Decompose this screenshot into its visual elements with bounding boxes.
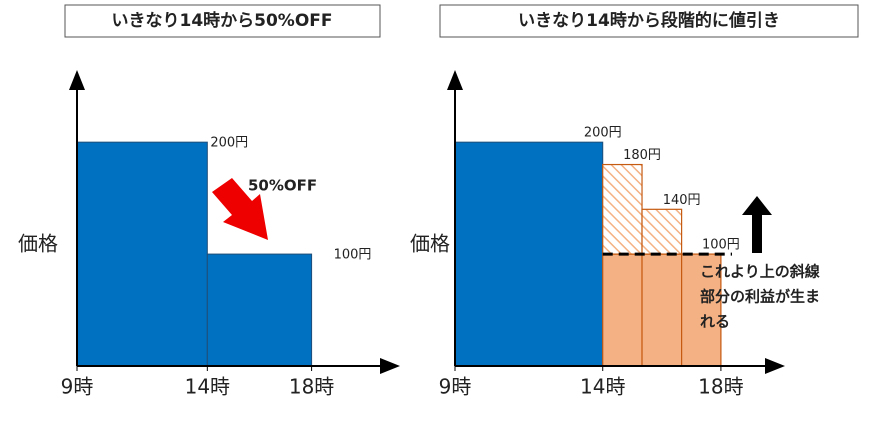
value-label: 200円 [210, 136, 248, 151]
annotation: 部分の利益が生ま [700, 288, 820, 306]
value-label: 100円 [702, 238, 740, 253]
x-tick-label: 18時 [289, 375, 334, 399]
x-tick-label: 14時 [185, 375, 230, 399]
bar [454, 141, 604, 367]
chart-title: いきなり14時から段階的に値引き [518, 10, 780, 31]
x-tick-label: 18時 [698, 375, 743, 399]
bar [602, 253, 643, 367]
annotation: これより上の斜線 [700, 263, 820, 281]
annotation: 50%OFF [248, 177, 317, 195]
value-label: 200円 [584, 126, 622, 141]
x-tick-label: 9時 [61, 375, 94, 399]
x-tick-label: 9時 [439, 375, 472, 399]
y-axis-label: 価格 [410, 232, 450, 256]
up-arrow [742, 196, 772, 253]
title-box [439, 4, 859, 38]
title-box [64, 4, 381, 38]
value-label: 140円 [663, 193, 701, 208]
bar [681, 253, 722, 367]
y-axis-label: 価格 [18, 232, 58, 256]
value-label: 100円 [334, 248, 372, 263]
annotation: れる [700, 313, 730, 331]
bar [76, 141, 208, 367]
hatched-bar [602, 163, 643, 255]
chart-title: いきなり14時から50%OFF [111, 10, 332, 31]
bar [206, 253, 313, 367]
bar [641, 253, 683, 367]
hatched-bar [641, 208, 683, 255]
x-tick-label: 14時 [580, 375, 625, 399]
down-arrow [212, 178, 268, 240]
value-label: 180円 [623, 148, 661, 163]
